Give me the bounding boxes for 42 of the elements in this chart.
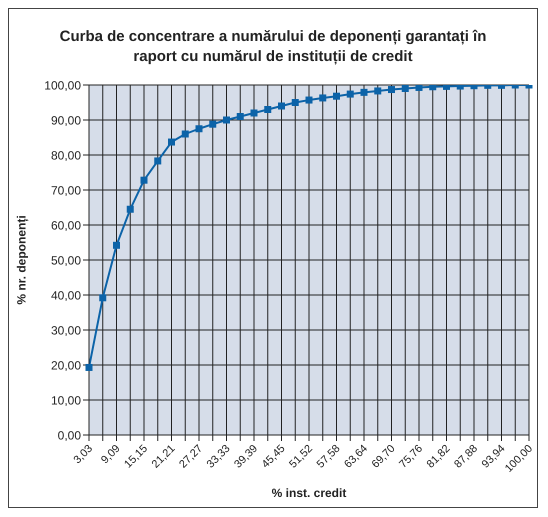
point (223, 116, 230, 124)
point (416, 85, 422, 91)
y-tick-label: 50,00 (50, 253, 82, 268)
point (319, 94, 326, 102)
point (99, 294, 106, 302)
y-tick-label: 40,00 (50, 288, 82, 302)
point (374, 87, 382, 94)
point (154, 157, 162, 164)
point (86, 364, 92, 371)
x-axis-title: % inst. credit (272, 486, 346, 500)
chart-title: Curba de concentrare a numărului de deponenți garantați în raport cu numărul de instituții de credit (58, 27, 488, 67)
point (182, 130, 189, 138)
x-tick-label: 9,09 (98, 442, 123, 466)
point (429, 85, 436, 90)
x-tick-label: 3,03 (71, 442, 96, 466)
y-tick-label: 20,00 (50, 358, 82, 372)
point (346, 90, 354, 98)
point (126, 206, 134, 213)
y-tick-label: 100,00 (44, 78, 82, 92)
point (292, 99, 299, 106)
y-tick-label: 60,00 (50, 218, 82, 232)
point (264, 106, 272, 113)
y-axis-title: % nr. deponenți (14, 215, 28, 305)
point (333, 92, 340, 100)
point (278, 102, 285, 110)
y-tick-label: 0,00 (58, 428, 82, 442)
y-tick-label: 70,00 (50, 183, 82, 198)
y-tick-label: 10,00 (50, 393, 82, 408)
point (140, 176, 148, 184)
point (209, 120, 216, 128)
point (388, 86, 395, 94)
point (402, 85, 409, 92)
point (113, 242, 120, 249)
y-tick-label: 90,00 (50, 113, 82, 128)
point (360, 88, 368, 96)
point (306, 96, 312, 104)
point (236, 113, 244, 120)
y-tick-label: 30,00 (50, 323, 82, 338)
point (250, 110, 258, 116)
point (168, 138, 175, 146)
y-tick-label: 80,00 (50, 148, 82, 162)
point (196, 125, 202, 132)
